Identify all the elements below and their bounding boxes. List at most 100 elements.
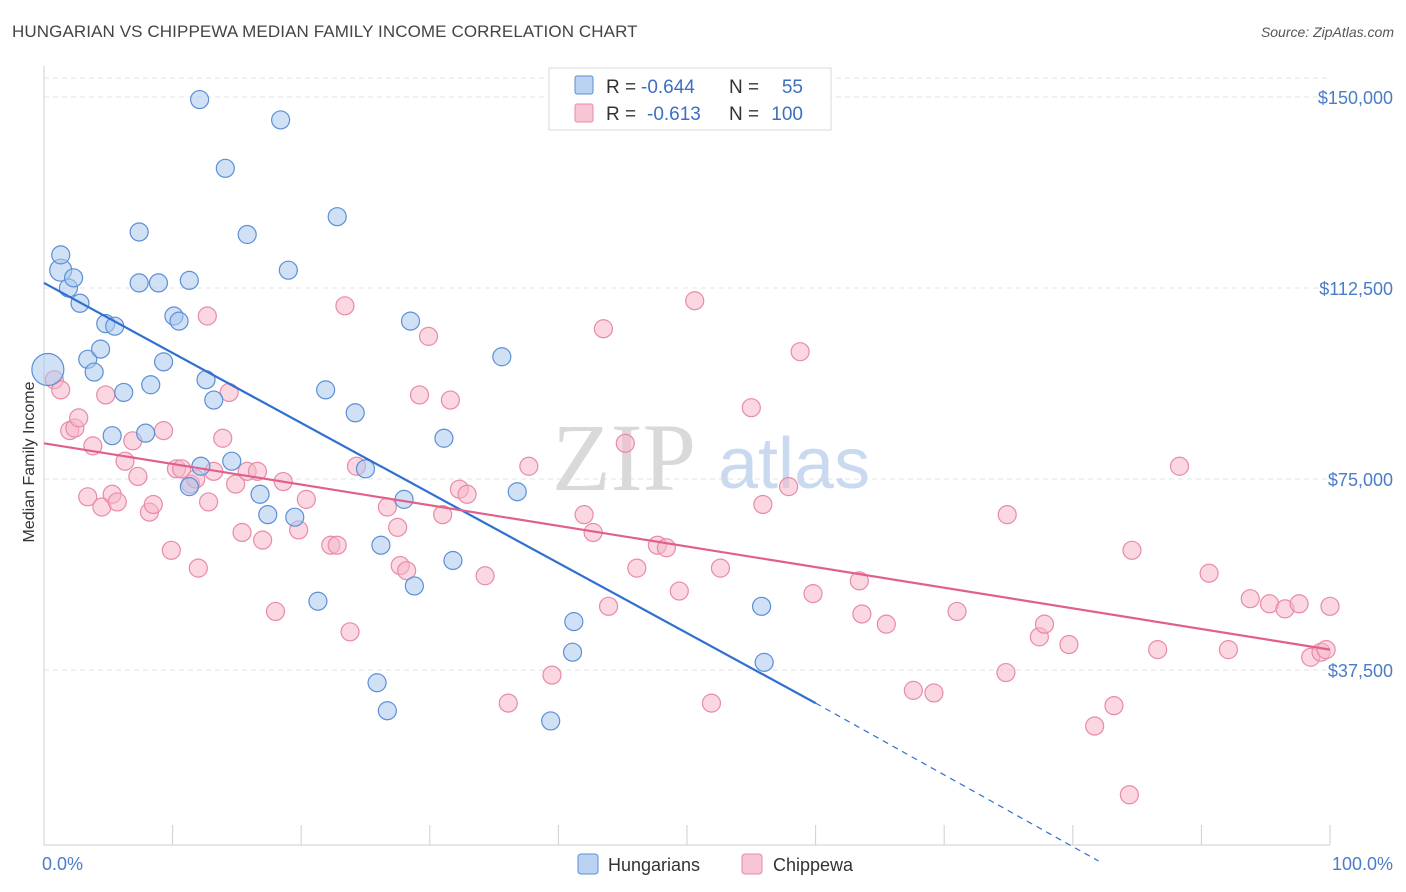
- point-hungarians: [129, 222, 149, 242]
- legend-n-value: 55: [782, 77, 803, 98]
- point-chippewa: [519, 456, 539, 476]
- point-chippewa: [1119, 785, 1139, 805]
- point-chippewa: [627, 558, 647, 578]
- point-chippewa: [852, 604, 872, 624]
- point-chippewa: [327, 535, 347, 555]
- trend-line-chippewa: [43, 442, 1331, 651]
- point-chippewa: [265, 601, 286, 622]
- point-chippewa: [1218, 640, 1239, 660]
- trend-line-hungarians: [43, 281, 817, 705]
- point-hungarians: [278, 260, 298, 280]
- point-hungarians: [169, 311, 189, 331]
- point-hungarians: [271, 110, 291, 130]
- point-hungarians: [377, 701, 397, 721]
- point-chippewa: [475, 566, 495, 586]
- point-chippewa: [128, 466, 148, 487]
- legend-r-label: R =: [606, 77, 636, 98]
- point-chippewa: [199, 492, 219, 512]
- point-chippewa: [96, 385, 116, 405]
- x-tick-label: 100.0%: [1332, 854, 1393, 874]
- point-hungarians: [285, 507, 305, 527]
- x-tick-labels: 0.0% 100.0%: [42, 854, 1393, 874]
- point-hungarians: [754, 652, 774, 672]
- point-hungarians: [404, 576, 424, 596]
- point-chippewa: [778, 477, 799, 497]
- point-chippewa: [1199, 563, 1219, 583]
- point-hungarians: [105, 316, 125, 336]
- point-hungarians: [63, 268, 84, 288]
- point-chippewa: [903, 680, 923, 700]
- axes: [43, 66, 1331, 846]
- legend-n-label: N =: [729, 77, 759, 98]
- point-hungarians: [327, 207, 347, 227]
- point-hungarians: [434, 428, 454, 448]
- point-chippewa: [161, 540, 181, 560]
- point-hungarians: [443, 550, 463, 571]
- point-chippewa: [574, 505, 594, 525]
- y-tick-label: $37,500: [1328, 661, 1393, 681]
- point-hungarians: [179, 270, 199, 290]
- point-hungarians: [135, 423, 156, 443]
- point-hungarians: [371, 535, 391, 555]
- legend-swatch-hungarians: [574, 75, 594, 95]
- point-chippewa: [996, 662, 1016, 683]
- legend-r-value: -0.613: [647, 104, 701, 125]
- point-hungarians: [237, 224, 257, 245]
- point-chippewa: [418, 326, 439, 346]
- point-hungarians: [90, 339, 111, 359]
- point-chippewa: [143, 494, 163, 515]
- point-hungarians: [191, 456, 211, 476]
- point-chippewa: [1034, 614, 1055, 634]
- watermark: ZIP atlas: [552, 404, 870, 511]
- point-hungarians: [31, 352, 65, 387]
- point-hungarians: [141, 375, 161, 395]
- point-chippewa: [685, 291, 705, 311]
- point-chippewa: [213, 428, 233, 448]
- point-chippewa: [669, 581, 689, 601]
- point-chippewa: [1289, 594, 1309, 614]
- point-chippewa: [598, 596, 619, 616]
- point-hungarians: [541, 711, 561, 731]
- point-chippewa: [849, 571, 869, 591]
- point-hungarians: [250, 484, 270, 504]
- point-chippewa: [1085, 716, 1105, 736]
- watermark-zip: ZIP: [552, 404, 696, 511]
- point-hungarians: [84, 362, 104, 382]
- point-chippewa: [388, 517, 408, 537]
- point-chippewa: [710, 558, 731, 578]
- point-hungarians: [316, 380, 336, 400]
- chart-title: HUNGARIAN VS CHIPPEWA MEDIAN FAMILY INCO…: [12, 22, 638, 41]
- legend-r-label: R =: [606, 104, 636, 125]
- point-chippewa: [433, 505, 453, 525]
- point-chippewa: [296, 489, 316, 509]
- bottom-legend-label-hungarians: Hungarians: [608, 855, 700, 875]
- bottom-legend: Hungarians Chippewa: [577, 853, 854, 875]
- legend-swatch-chippewa: [574, 103, 594, 123]
- point-chippewa: [1059, 634, 1079, 655]
- point-chippewa: [876, 614, 896, 634]
- point-hungarians: [179, 477, 199, 497]
- point-hungarians: [400, 311, 421, 331]
- point-hungarians: [114, 382, 134, 403]
- point-chippewa: [440, 390, 460, 410]
- point-chippewa: [1240, 589, 1260, 609]
- legend-n-label: N =: [729, 104, 759, 125]
- point-chippewa: [188, 558, 208, 578]
- point-chippewa: [997, 505, 1017, 525]
- point-hungarians: [564, 612, 584, 632]
- point-chippewa: [1148, 640, 1168, 660]
- point-chippewa: [1169, 456, 1190, 476]
- y-tick-label: $150,000: [1318, 88, 1393, 108]
- point-hungarians: [367, 673, 387, 693]
- point-hungarians: [190, 89, 210, 110]
- point-chippewa: [397, 561, 417, 581]
- point-chippewa: [69, 408, 89, 428]
- legend-n-value: 100: [771, 104, 803, 125]
- point-chippewa: [542, 665, 562, 685]
- trend-line-hungarians-extension: [815, 702, 1099, 862]
- point-hungarians: [222, 451, 242, 471]
- point-chippewa: [409, 385, 430, 405]
- point-chippewa: [153, 421, 174, 441]
- bottom-legend-label-chippewa: Chippewa: [773, 855, 854, 875]
